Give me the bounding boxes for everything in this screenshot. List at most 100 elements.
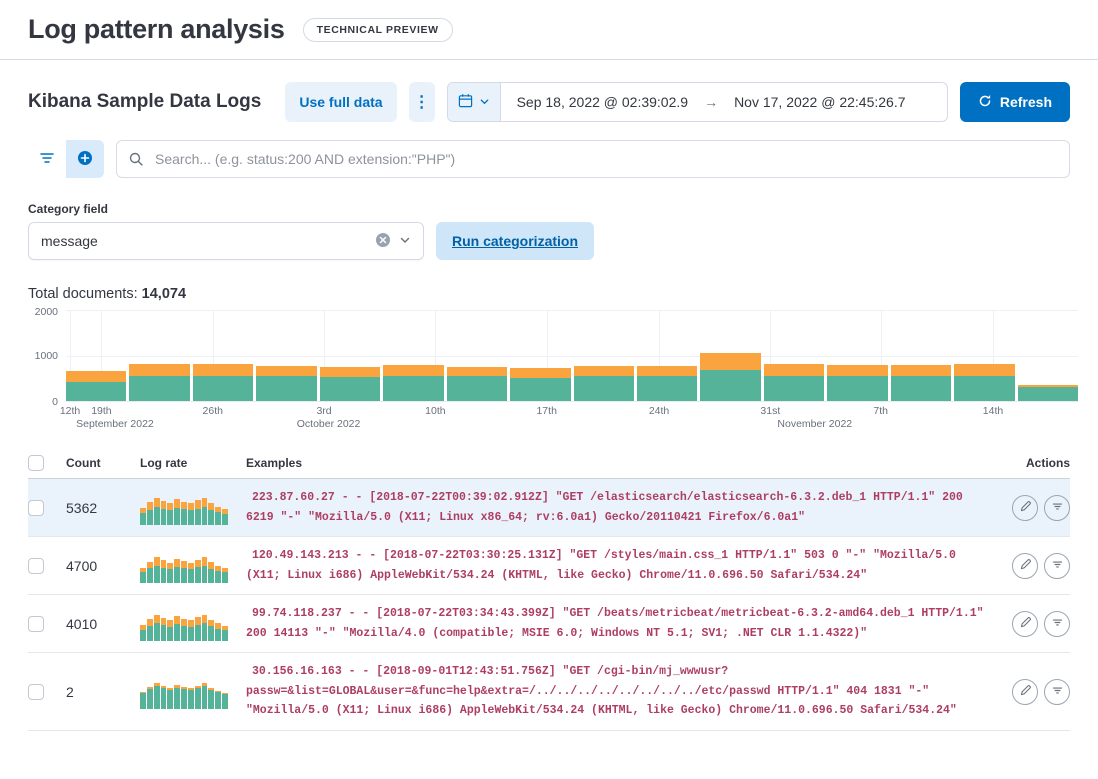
x-tick-label: 24th xyxy=(648,405,670,417)
pencil-icon xyxy=(1019,558,1032,574)
chart-bar xyxy=(763,310,825,401)
x-month-label: September 2022 xyxy=(76,418,154,430)
search-bar xyxy=(0,138,1098,178)
category-field-select[interactable]: message xyxy=(28,222,424,260)
x-tick-label: 14th xyxy=(982,405,1004,417)
refresh-button[interactable]: Refresh xyxy=(959,82,1070,122)
x-tick-label: 3rd xyxy=(316,405,332,417)
date-end[interactable]: Nov 17, 2022 @ 22:45:26.7 xyxy=(734,94,906,110)
x-tick-label: 31st xyxy=(760,405,781,417)
calendar-icon xyxy=(458,93,473,111)
date-start[interactable]: Sep 18, 2022 @ 02:39:02.9 xyxy=(516,94,689,110)
row-edit-button[interactable] xyxy=(1012,610,1038,637)
quick-select-date-button[interactable] xyxy=(447,83,501,121)
x-tick-label: 10th xyxy=(425,405,446,417)
row-checkbox[interactable] xyxy=(28,557,44,574)
chart-bar xyxy=(510,310,571,401)
doc-count-chart: 2000 1000 0 12th 19th 26th 3rd 10th 17th 24th 3… xyxy=(0,306,1098,434)
x-tick-label: 7th xyxy=(873,405,888,417)
row-filter-button[interactable] xyxy=(1044,610,1070,637)
chart-bar xyxy=(383,310,444,401)
row-count: 5362 xyxy=(66,499,98,516)
row-example: 99.74.118.237 - - [2018-07-22T03:34:43.3… xyxy=(246,607,984,640)
pencil-icon xyxy=(1019,684,1032,700)
header-divider xyxy=(0,59,1098,60)
row-checkbox[interactable] xyxy=(28,683,44,700)
row-edit-button[interactable] xyxy=(1012,552,1038,579)
search-input[interactable] xyxy=(116,140,1070,178)
column-actions: Actions xyxy=(1025,456,1070,470)
data-view-title: Kibana Sample Data Logs xyxy=(28,91,262,112)
x-month-label: October 2022 xyxy=(296,418,361,430)
table-header: Count Log rate Examples Actions xyxy=(28,448,1070,479)
row-edit-button[interactable] xyxy=(1012,494,1038,521)
pencil-icon xyxy=(1019,500,1032,516)
row-example: 223.87.60.27 - - [2018-07-22T00:39:02.91… xyxy=(246,491,963,524)
row-filter-button[interactable] xyxy=(1044,552,1070,579)
category-field-label: Category field xyxy=(28,202,109,216)
y-tick-2000: 2000 xyxy=(34,306,58,318)
column-log-rate: Log rate xyxy=(140,456,188,470)
technical-preview-badge: TECHNICAL PREVIEW xyxy=(302,17,453,42)
chart-x-axis: 12th 19th 26th 3rd 10th 17th 24th 31st 7th 14th Se… xyxy=(60,402,1078,434)
table-row[interactable]: 2 30.156.16.163 - - [2018-09-01T12:43:51… xyxy=(28,653,1070,731)
refresh-icon xyxy=(978,94,992,111)
y-tick-1000: 1000 xyxy=(34,350,58,362)
chart-bar xyxy=(636,310,698,401)
chart-bar xyxy=(446,310,508,401)
chevron-down-icon xyxy=(399,233,411,249)
category-field-value: message xyxy=(41,233,98,249)
table-body: 5362 223.87.60.27 - - [2018-07-22T00:39:… xyxy=(28,479,1070,731)
page-title: Log pattern analysis xyxy=(28,14,285,44)
date-range-arrow-icon: → xyxy=(704,94,719,110)
patterns-table: Count Log rate Examples Actions 5362 223… xyxy=(28,448,1070,731)
chart-bar xyxy=(319,310,381,401)
category-field-row: message Run categorization xyxy=(0,222,1098,260)
pencil-icon xyxy=(1019,616,1032,632)
use-full-data-button[interactable]: Use full data xyxy=(285,82,397,122)
filter-lines-icon xyxy=(1051,616,1064,632)
y-tick-0: 0 xyxy=(52,396,58,408)
query-button-group xyxy=(28,140,104,178)
clear-selection-icon[interactable] xyxy=(375,232,391,251)
date-range-picker: Sep 18, 2022 @ 02:39:02.9 → Nov 17, 2022… xyxy=(446,82,948,122)
select-all-checkbox[interactable] xyxy=(28,455,44,471)
table-row[interactable]: 4010 99.74.118.237 - - [2018-07-22T03:34… xyxy=(28,595,1070,654)
run-categorization-button[interactable]: Run categorization xyxy=(436,222,595,260)
x-tick-label: 12th xyxy=(59,405,81,417)
table-row[interactable]: 4700 120.49.143.213 - - [2018-07-22T03:3… xyxy=(28,537,1070,596)
row-filter-button[interactable] xyxy=(1044,494,1070,521)
options-menu-button[interactable]: ⋮ xyxy=(408,82,435,122)
chart-bar xyxy=(890,310,952,401)
search-icon xyxy=(128,151,144,172)
row-edit-button[interactable] xyxy=(1012,678,1038,705)
filter-lines-icon xyxy=(1051,684,1064,700)
toolbar: Kibana Sample Data Logs Use full data ⋮ … xyxy=(0,60,1098,138)
row-filter-button[interactable] xyxy=(1044,678,1070,705)
filter-icon xyxy=(39,150,55,169)
chart-bar xyxy=(66,310,127,401)
log-rate-sparkline xyxy=(140,607,228,641)
row-example: 120.49.143.213 - - [2018-07-22T03:30:25.… xyxy=(246,549,956,582)
total-documents: Total documents: 14,074 xyxy=(28,286,187,302)
chart-y-axis: 2000 1000 0 xyxy=(20,306,66,408)
chart-bar xyxy=(954,310,1015,401)
row-count: 4010 xyxy=(66,615,98,632)
chart-bar xyxy=(129,310,190,401)
x-tick-label: 26th xyxy=(202,405,223,417)
log-rate-sparkline xyxy=(140,675,228,709)
filter-menu-button[interactable] xyxy=(28,140,66,178)
doc-count-chart-plot[interactable] xyxy=(66,310,1078,402)
row-checkbox[interactable] xyxy=(28,615,44,632)
chart-bar xyxy=(700,310,761,401)
row-checkbox[interactable] xyxy=(28,499,44,516)
add-filter-button[interactable] xyxy=(66,140,104,178)
column-examples: Examples xyxy=(246,456,303,470)
filter-lines-icon xyxy=(1051,500,1064,516)
chart-bar xyxy=(1017,310,1078,401)
search-box xyxy=(116,140,1070,178)
table-row[interactable]: 5362 223.87.60.27 - - [2018-07-22T00:39:… xyxy=(28,479,1070,538)
log-rate-sparkline xyxy=(140,549,228,583)
doc-count-chart-bars xyxy=(66,310,1078,401)
chart-bar xyxy=(256,310,317,401)
